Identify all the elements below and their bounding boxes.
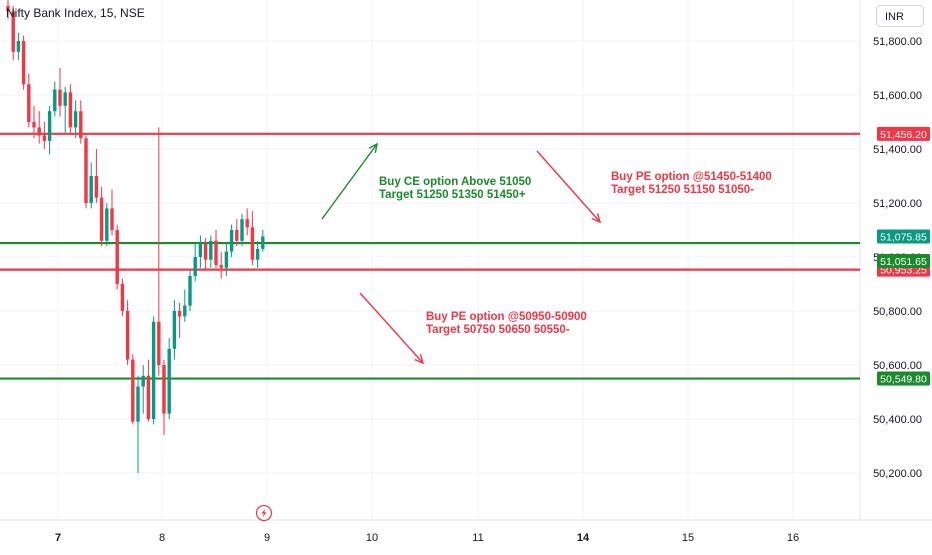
x-tick-label: 15 bbox=[682, 532, 694, 544]
arrow-head bbox=[414, 354, 425, 365]
candle-body bbox=[110, 208, 114, 230]
candle-body bbox=[141, 375, 145, 387]
annotation-text[interactable]: Target 51250 51150 51050- bbox=[611, 184, 754, 196]
candle-body bbox=[172, 311, 177, 349]
candle-body bbox=[235, 230, 239, 241]
y-tick-label: 50,600.00 bbox=[873, 360, 922, 372]
candle-body bbox=[89, 176, 93, 203]
candles bbox=[6, 0, 265, 473]
candle-body bbox=[245, 219, 249, 228]
annotation-text[interactable]: Buy PE option @50950-50900 bbox=[426, 311, 587, 323]
y-tick-label: 51,400.00 bbox=[873, 144, 922, 156]
candle-body bbox=[6, 5, 10, 12]
price-tag-label: 51,075.85 bbox=[880, 232, 927, 244]
candle-body bbox=[183, 305, 187, 317]
candle-body bbox=[53, 89, 57, 112]
price-tag-label: 50,549.80 bbox=[880, 374, 927, 386]
candle-body bbox=[37, 127, 41, 136]
price-tag bbox=[877, 371, 930, 386]
candle-body bbox=[94, 176, 99, 198]
candle-body bbox=[193, 257, 197, 276]
y-tick-label: 50,800.00 bbox=[873, 306, 922, 318]
x-tick-label: 9 bbox=[264, 532, 270, 544]
annotation-text[interactable]: Target 51250 51350 51450+ bbox=[379, 189, 526, 201]
candle-body bbox=[219, 265, 223, 268]
candle-body bbox=[47, 111, 52, 141]
lightning-icon[interactable] bbox=[255, 504, 273, 522]
candle-body bbox=[58, 89, 62, 106]
candle-body bbox=[146, 375, 151, 419]
candle-body bbox=[21, 41, 26, 85]
candle-body bbox=[63, 92, 67, 106]
x-tick-label: 11 bbox=[472, 532, 483, 544]
candle-body bbox=[32, 122, 36, 128]
price-tag-label: 51,456.20 bbox=[880, 129, 927, 141]
grid-lines bbox=[0, 0, 860, 520]
arrow-line[interactable] bbox=[359, 292, 424, 364]
candle-body bbox=[203, 243, 208, 260]
arrow-head bbox=[368, 142, 378, 153]
x-tick-label: 16 bbox=[787, 532, 799, 544]
candle-body bbox=[162, 365, 166, 414]
candle-body bbox=[136, 386, 140, 422]
candle-body bbox=[73, 111, 78, 128]
candle-body bbox=[224, 251, 229, 268]
y-tick-label: 51,800.00 bbox=[873, 36, 922, 48]
candle-body bbox=[157, 321, 161, 365]
candle-body bbox=[105, 208, 109, 241]
candle-body bbox=[229, 230, 234, 252]
x-tick-label: 10 bbox=[366, 532, 378, 544]
price-tag bbox=[877, 126, 930, 141]
x-tick-label: 8 bbox=[159, 532, 165, 544]
candle-body bbox=[250, 227, 255, 260]
x-tick-label: 14 bbox=[577, 532, 590, 544]
candle-body bbox=[261, 236, 265, 249]
y-tick-label: 51,200.00 bbox=[873, 198, 922, 210]
candle-body bbox=[198, 243, 203, 257]
candle-body bbox=[42, 135, 47, 141]
candle-body bbox=[188, 275, 192, 306]
candle-body bbox=[125, 311, 130, 360]
candle-body bbox=[240, 219, 244, 241]
candle-body bbox=[27, 84, 31, 122]
symbol-title[interactable]: Nifty Bank Index, 15, NSE bbox=[6, 6, 145, 20]
time-axis: 7 8 9 10 11 14 15 16 bbox=[55, 532, 799, 544]
candle-body bbox=[115, 230, 119, 284]
horizontal-levels bbox=[0, 132, 860, 380]
price-tag bbox=[877, 254, 930, 269]
candle-body bbox=[151, 321, 156, 419]
candle-body bbox=[177, 311, 182, 317]
annotation-text[interactable]: Buy CE option Above 51050 bbox=[379, 176, 531, 188]
candle-body bbox=[214, 240, 218, 266]
candle-body bbox=[99, 197, 104, 241]
candle-body bbox=[16, 41, 21, 52]
arrow-head bbox=[591, 213, 602, 224]
candle-body bbox=[120, 284, 125, 311]
candle-body bbox=[84, 138, 88, 203]
currency-selector[interactable]: INR bbox=[876, 5, 924, 27]
annotation-text[interactable]: Buy PE option @51450-51400 bbox=[611, 171, 772, 183]
price-tag bbox=[877, 229, 930, 244]
candle-body bbox=[209, 240, 213, 260]
y-tick-label: 51,600.00 bbox=[873, 90, 922, 102]
price-tag-label: 51,051.65 bbox=[880, 256, 927, 268]
candle-body bbox=[167, 348, 171, 414]
arrow-line[interactable] bbox=[536, 150, 601, 223]
price-tags: 51,456.2050,953.2551,075.8551,051.6550,5… bbox=[877, 126, 930, 386]
y-tick-label: 50,200.00 bbox=[873, 468, 922, 480]
arrow-line[interactable] bbox=[321, 143, 378, 220]
candle-body bbox=[11, 11, 15, 52]
y-tick-label: 50,400.00 bbox=[873, 414, 922, 426]
x-tick-label: 7 bbox=[55, 532, 61, 544]
annotation-text[interactable]: Target 50750 50650 50550- bbox=[426, 324, 570, 336]
candle-body bbox=[79, 111, 83, 139]
candle-body bbox=[68, 92, 73, 128]
candle-body bbox=[255, 248, 260, 260]
candle-body bbox=[131, 359, 135, 422]
